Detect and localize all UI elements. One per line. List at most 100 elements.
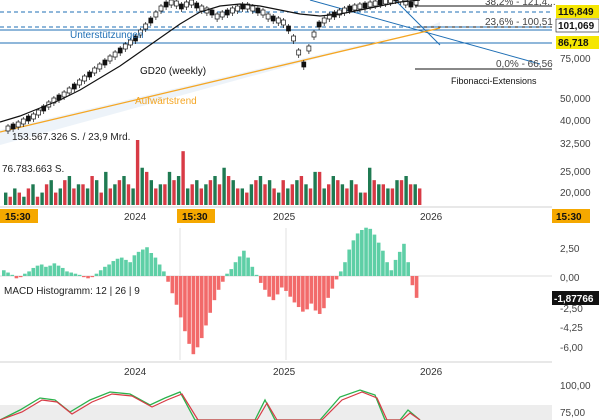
- candle: [148, 17, 154, 24]
- volume-bar-up: [304, 184, 308, 205]
- candle: [337, 9, 342, 16]
- volume-bar-up: [13, 188, 17, 205]
- candle: [311, 31, 317, 38]
- svg-text:15:30: 15:30: [5, 212, 31, 223]
- candle: [245, 3, 251, 10]
- macd-bar: [221, 276, 225, 282]
- x-label-2024: 2024: [124, 212, 147, 223]
- svg-text:-4,25: -4,25: [560, 323, 583, 334]
- candle: [408, 1, 414, 8]
- macd-bar: [119, 257, 124, 276]
- volume-bar-up: [149, 180, 153, 205]
- candle: [117, 47, 123, 54]
- volume-bar-down: [381, 184, 385, 205]
- svg-text:-2,50: -2,50: [560, 304, 583, 315]
- svg-text:-1,87766: -1,87766: [554, 294, 594, 305]
- macd-x-label-2026: 2026: [420, 367, 443, 378]
- volume-bar-down: [81, 184, 85, 205]
- candle: [97, 63, 103, 70]
- volume-bar-down: [44, 184, 49, 205]
- macd-bar: [98, 270, 103, 276]
- time-badge-3: 15:30: [552, 209, 590, 223]
- candle: [5, 125, 11, 132]
- macd-bar: [330, 276, 335, 289]
- volume-bar-up: [404, 176, 408, 205]
- candle: [92, 67, 98, 74]
- candle: [168, 0, 174, 6]
- price-pane: [0, 0, 552, 145]
- svg-text:75,000: 75,000: [560, 54, 591, 65]
- volume-bar-down: [345, 188, 349, 205]
- macd-bar: [153, 257, 158, 276]
- volume-bar-up: [95, 180, 99, 205]
- macd-bar: [14, 276, 19, 279]
- volume-bar-down: [199, 188, 203, 205]
- macd-bar: [258, 276, 263, 283]
- macd-bar: [254, 274, 259, 276]
- volume-bar-down: [35, 196, 40, 205]
- volume-bar-up: [377, 184, 381, 205]
- macd-axis-ticks: 2,50 0,00 -2,50 -4,25 -6,00: [560, 244, 583, 354]
- volume-bar-up: [40, 192, 44, 205]
- x-label-2025: 2025: [273, 212, 296, 223]
- macd-bar: [288, 276, 293, 297]
- volume-bar-down: [317, 171, 322, 205]
- volume-bar-down: [418, 188, 422, 205]
- macd-bar: [225, 273, 229, 276]
- volume-bar-up: [258, 176, 263, 205]
- candle: [250, 5, 256, 12]
- macd-bar: [44, 266, 48, 276]
- candle: [235, 5, 240, 12]
- volume-bar-up: [167, 171, 172, 205]
- support-label: Unterstützungen: [70, 30, 143, 41]
- macd-bar: [216, 276, 221, 290]
- candle: [77, 79, 82, 86]
- candle: [122, 43, 128, 50]
- candle: [102, 59, 108, 66]
- volume-bar-up: [113, 184, 117, 205]
- macd-bar: [397, 251, 402, 276]
- volume-bar-up: [76, 184, 81, 205]
- candle: [87, 71, 92, 78]
- volume-bar-down: [181, 151, 185, 205]
- macd-bar: [246, 257, 250, 276]
- macd-bar: [103, 266, 107, 276]
- moving-average-line: [0, 0, 421, 123]
- volume-bar-up: [176, 176, 181, 205]
- volume-bar-down: [90, 176, 94, 205]
- macd-bar: [107, 264, 111, 276]
- macd-bar: [162, 271, 166, 276]
- macd-bar: [351, 240, 356, 276]
- candle: [321, 17, 327, 24]
- macd-bar: [204, 276, 208, 326]
- volume-bar-down: [263, 184, 267, 205]
- svg-text:116,849: 116,849: [558, 7, 594, 18]
- candle: [377, 0, 383, 6]
- volume-bar-up: [368, 167, 372, 205]
- macd-bar: [250, 266, 255, 276]
- volume-bar-down: [135, 140, 140, 205]
- volume-bar-down: [372, 180, 376, 205]
- macd-bar: [267, 276, 271, 297]
- macd-bar: [322, 276, 326, 309]
- candle: [71, 83, 77, 90]
- macd-bar: [385, 262, 389, 276]
- macd-bar: [376, 242, 381, 276]
- candle: [138, 29, 143, 36]
- volume-bar-down: [399, 180, 404, 205]
- macd-bar: [86, 276, 90, 279]
- candle: [199, 5, 205, 12]
- macd-bar: [309, 276, 314, 304]
- macd-bar: [301, 276, 305, 312]
- macd-bar: [284, 276, 288, 291]
- volume-bar-down: [154, 188, 158, 205]
- macd-bar: [149, 253, 154, 276]
- trend-line-blue-2: [394, 0, 441, 46]
- candle: [265, 13, 271, 20]
- volume-bar-down: [117, 180, 122, 205]
- svg-text:86,718: 86,718: [558, 38, 589, 49]
- volume-bar-up: [122, 176, 126, 205]
- candle: [112, 51, 118, 58]
- volume-bar-up: [186, 188, 190, 205]
- macd-bar: [364, 227, 368, 276]
